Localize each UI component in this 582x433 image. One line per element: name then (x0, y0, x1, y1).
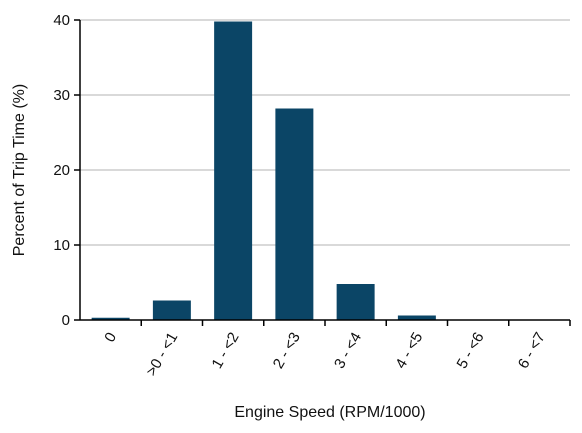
y-tick-label: 0 (62, 312, 70, 329)
x-ticks: 0 >0 - <1 1 - <2 2 - <3 3 - <4 4 - <5 5 - <6 6 … (101, 320, 571, 380)
bar (275, 108, 314, 320)
x-axis-title: Engine Speed (RPM/1000) (234, 404, 425, 421)
x-tick-label: 6 - <7 (515, 330, 549, 372)
y-tick-label: 30 (53, 87, 70, 104)
gridlines (80, 19, 570, 246)
bar (397, 315, 436, 320)
bars (91, 21, 498, 320)
y-tick-label: 20 (53, 162, 70, 179)
y-tick-label: 40 (53, 12, 70, 29)
bar (91, 317, 130, 320)
x-tick-label: 4 - <5 (392, 330, 426, 372)
y-axis-title: Percent of Trip Time (%) (11, 84, 28, 257)
bar (152, 300, 191, 320)
x-tick-label: >0 - <1 (143, 330, 181, 380)
y-ticks: 0 10 20 30 40 (53, 12, 80, 329)
x-tick-label: 3 - <4 (331, 330, 365, 372)
x-tick-label: 0 (101, 330, 120, 346)
bar (214, 21, 253, 320)
x-tick-label: 5 - <6 (453, 330, 487, 372)
y-tick-label: 10 (53, 237, 70, 254)
bar (336, 284, 375, 320)
x-tick-label: 2 - <3 (270, 330, 304, 372)
x-tick-label: 1 - <2 (208, 330, 242, 372)
